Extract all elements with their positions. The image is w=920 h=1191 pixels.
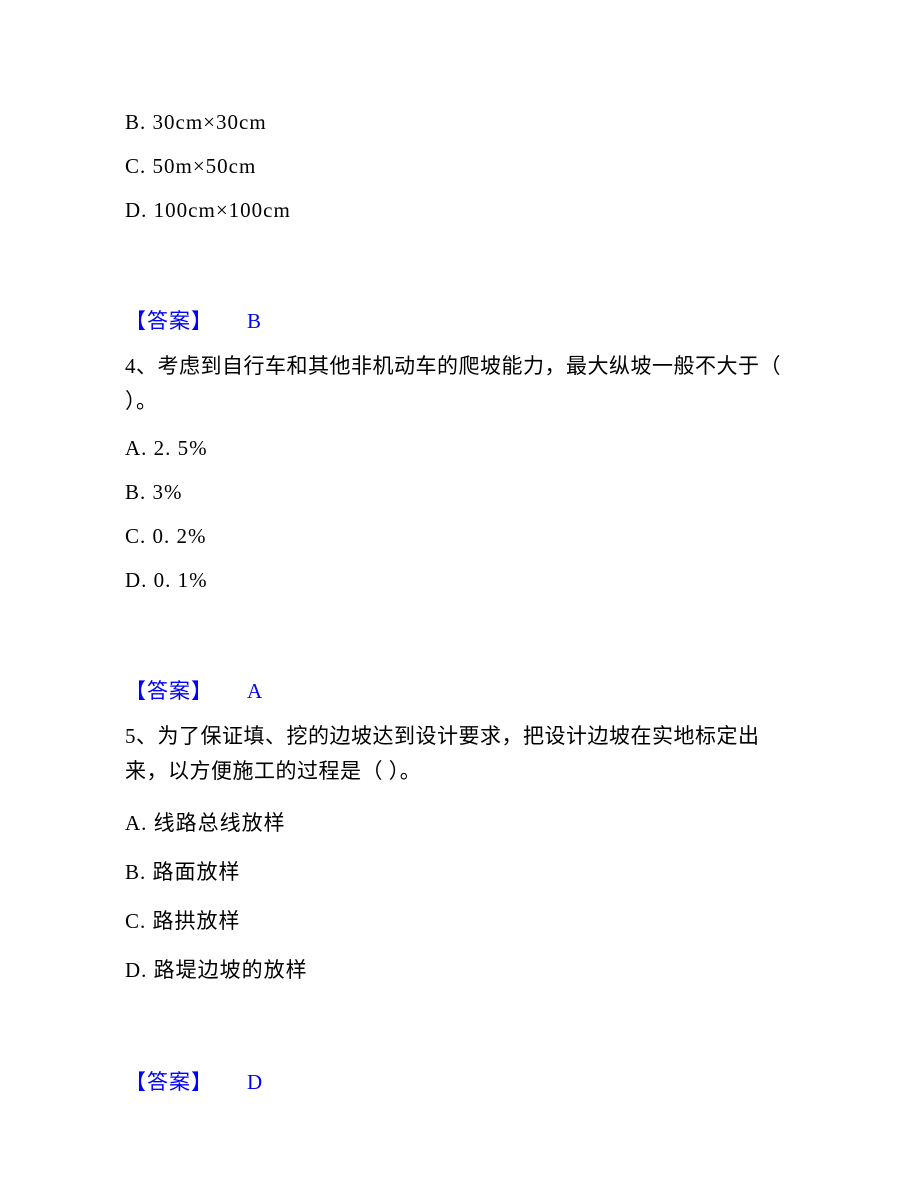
option-c: C. 0. 2% — [125, 524, 795, 549]
answer-label: 【答案】 — [125, 1070, 213, 1094]
option-d: D. 0. 1% — [125, 568, 795, 593]
question-4-text: 4、考虑到自行车和其他非机动车的爬坡能力，最大纵坡一般不大于（ ）。 — [125, 349, 795, 418]
option-a: A. 2. 5% — [125, 436, 795, 461]
option-d: D. 100cm×100cm — [125, 198, 795, 223]
option-d: D. 路堤边坡的放样 — [125, 954, 795, 984]
option-b: B. 30cm×30cm — [125, 110, 795, 135]
answer-value: B — [247, 309, 261, 333]
answer-value: D — [247, 1070, 262, 1094]
option-b: B. 3% — [125, 480, 795, 505]
option-a: A. 线路总线放样 — [125, 807, 795, 837]
answer-block-4: 【答案】 A — [125, 675, 795, 705]
option-b: B. 路面放样 — [125, 856, 795, 886]
option-c: C. 50m×50cm — [125, 154, 795, 179]
answer-label: 【答案】 — [125, 309, 213, 333]
option-c: C. 路拱放样 — [125, 905, 795, 935]
answer-block-3: 【答案】 B — [125, 305, 795, 335]
answer-block-5: 【答案】 D — [125, 1066, 795, 1096]
answer-value: A — [247, 679, 262, 703]
question-5-text: 5、为了保证填、挖的边坡达到设计要求，把设计边坡在实地标定出来，以方便施工的过程… — [125, 719, 795, 788]
answer-label: 【答案】 — [125, 679, 213, 703]
